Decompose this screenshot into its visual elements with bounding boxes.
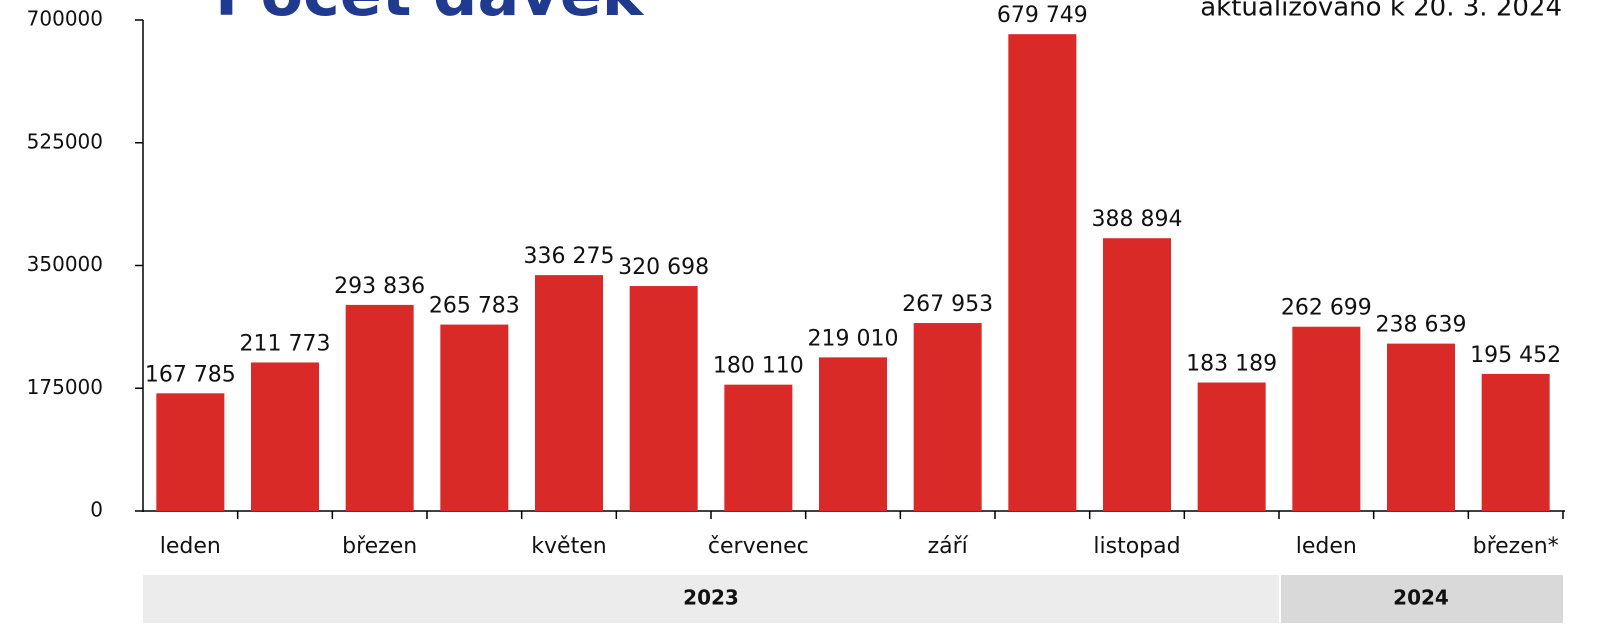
x-tick-label: září (928, 534, 969, 559)
group-label: 2023 (683, 586, 739, 610)
value-label: 267 953 (902, 292, 993, 317)
y-tick-label: 175000 (27, 375, 103, 399)
x-tick-label: březen (342, 534, 417, 559)
value-label: 293 836 (334, 274, 425, 299)
y-tick-label: 0 (90, 498, 103, 522)
x-tick-label: leden (1296, 534, 1357, 559)
x-tick-label: červenec (708, 534, 809, 559)
bar (629, 286, 698, 511)
x-tick-label: březen* (1473, 534, 1559, 559)
value-label: 180 110 (713, 354, 804, 379)
value-label: 183 189 (1186, 352, 1277, 377)
bar (724, 384, 793, 511)
value-label: 211 773 (240, 331, 331, 356)
value-label: 262 699 (1281, 296, 1372, 321)
bar (156, 393, 225, 511)
value-label: 679 749 (997, 3, 1088, 28)
x-tick-label: leden (160, 534, 221, 559)
y-tick-label: 700000 (27, 7, 103, 31)
bar (251, 362, 319, 511)
bar (1008, 34, 1077, 512)
chart-subtitle: aktualizováno k 20. 3. 2024 (1200, 0, 1562, 23)
x-tick-label: květen (531, 534, 606, 559)
bar (345, 304, 414, 511)
value-label: 265 783 (429, 294, 520, 319)
bar (913, 323, 982, 511)
value-label: 336 275 (524, 244, 615, 269)
group-band (1281, 575, 1563, 623)
group-band (143, 575, 1279, 623)
chart-title: Počet dávek (215, 0, 645, 30)
bar (1481, 373, 1550, 511)
value-label: 195 452 (1470, 343, 1561, 368)
bar (1387, 343, 1455, 511)
bar (1103, 238, 1171, 512)
bar (1197, 382, 1266, 511)
group-label: 2024 (1393, 586, 1449, 610)
y-tick-label: 525000 (27, 129, 103, 153)
bar (440, 324, 509, 511)
value-label: 238 639 (1376, 313, 1467, 338)
y-tick-label: 350000 (27, 252, 103, 276)
bar (1292, 326, 1361, 511)
value-label: 167 785 (145, 362, 236, 387)
value-label: 320 698 (618, 255, 709, 280)
bar (819, 357, 887, 511)
value-label: 388 894 (1092, 207, 1183, 232)
value-label: 219 010 (808, 326, 899, 351)
x-tick-label: listopad (1093, 534, 1180, 559)
bar (535, 275, 603, 511)
